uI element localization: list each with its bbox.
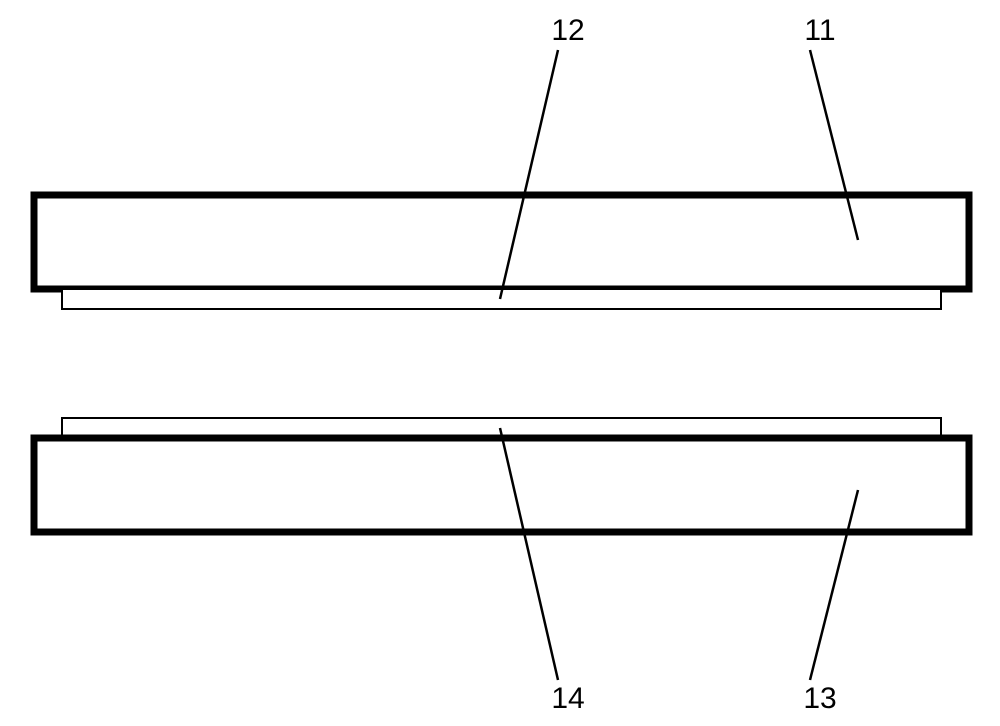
- label-12-text: 12: [551, 14, 584, 47]
- lower-thick-layer: [34, 438, 969, 532]
- schematic-diagram: 12 11 14 13: [0, 0, 1000, 726]
- label-11-text: 11: [804, 14, 835, 47]
- upper-thick-layer: [34, 195, 969, 289]
- label-14: 14: [551, 682, 584, 715]
- label-11: 11: [804, 14, 835, 47]
- label-13-text: 13: [803, 682, 836, 715]
- label-13: 13: [803, 682, 836, 715]
- label-12: 12: [551, 14, 584, 47]
- label-14-text: 14: [551, 682, 584, 715]
